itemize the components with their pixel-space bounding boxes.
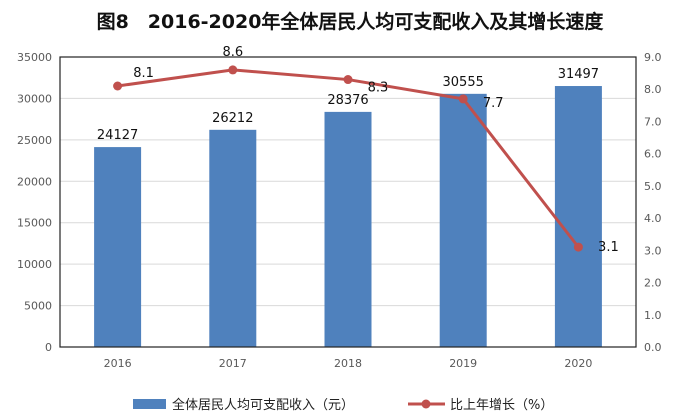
line-point	[113, 81, 123, 91]
bar-data-label: 26212	[212, 111, 253, 126]
y-left-tick-label: 10000	[17, 258, 52, 271]
x-tick-label: 2017	[219, 357, 247, 370]
y-right-tick-label: 2.0	[644, 277, 662, 290]
bar	[439, 93, 487, 347]
bar	[554, 86, 602, 348]
line-point	[458, 94, 468, 104]
legend-bar-swatch	[133, 399, 166, 409]
legend-line-marker	[421, 399, 431, 409]
bar-data-label: 28376	[327, 93, 368, 108]
x-tick-label: 2020	[564, 357, 592, 370]
y-left-tick-label: 15000	[17, 217, 52, 230]
y-right-tick-label: 0.0	[644, 341, 662, 354]
bar-data-label: 30555	[443, 75, 484, 90]
legend-label: 全体居民人均可支配收入（元）	[172, 397, 354, 413]
y-left-tick-label: 0	[45, 341, 52, 354]
legend-label: 比上年增长（%）	[450, 398, 553, 413]
y-right-tick-label: 5.0	[644, 180, 662, 193]
bar	[324, 111, 372, 347]
y-right-tick-label: 8.0	[644, 83, 662, 96]
x-tick-label: 2019	[449, 357, 477, 370]
line-data-label: 8.3	[368, 81, 389, 96]
y-left-tick-label: 30000	[17, 92, 52, 105]
bar	[94, 147, 142, 347]
bar	[209, 129, 257, 347]
y-right-tick-label: 4.0	[644, 212, 662, 225]
line-data-label: 8.6	[222, 45, 243, 60]
line-point	[343, 75, 353, 85]
x-tick-label: 2018	[334, 357, 362, 370]
line-data-label: 7.7	[483, 96, 504, 111]
y-right-tick-label: 7.0	[644, 115, 662, 128]
y-left-tick-label: 25000	[17, 134, 52, 147]
y-right-tick-label: 9.0	[644, 51, 662, 64]
line-data-label: 3.1	[598, 240, 619, 255]
line-data-label: 8.1	[133, 66, 154, 81]
line-point	[573, 242, 583, 252]
y-right-tick-label: 6.0	[644, 148, 662, 161]
line-point	[228, 65, 238, 75]
x-tick-label: 2016	[104, 357, 132, 370]
y-right-tick-label: 1.0	[644, 309, 662, 322]
bar-data-label: 31497	[558, 67, 599, 82]
y-left-tick-label: 20000	[17, 175, 52, 188]
y-right-tick-label: 3.0	[644, 244, 662, 257]
y-left-tick-label: 5000	[24, 300, 52, 313]
plot-frame	[59, 56, 637, 348]
bar-data-label: 24127	[97, 128, 138, 143]
chart-title: 图8 2016-2020年全体居民人均可支配收入及其增长速度	[97, 10, 605, 33]
y-left-tick-label: 35000	[17, 51, 52, 64]
